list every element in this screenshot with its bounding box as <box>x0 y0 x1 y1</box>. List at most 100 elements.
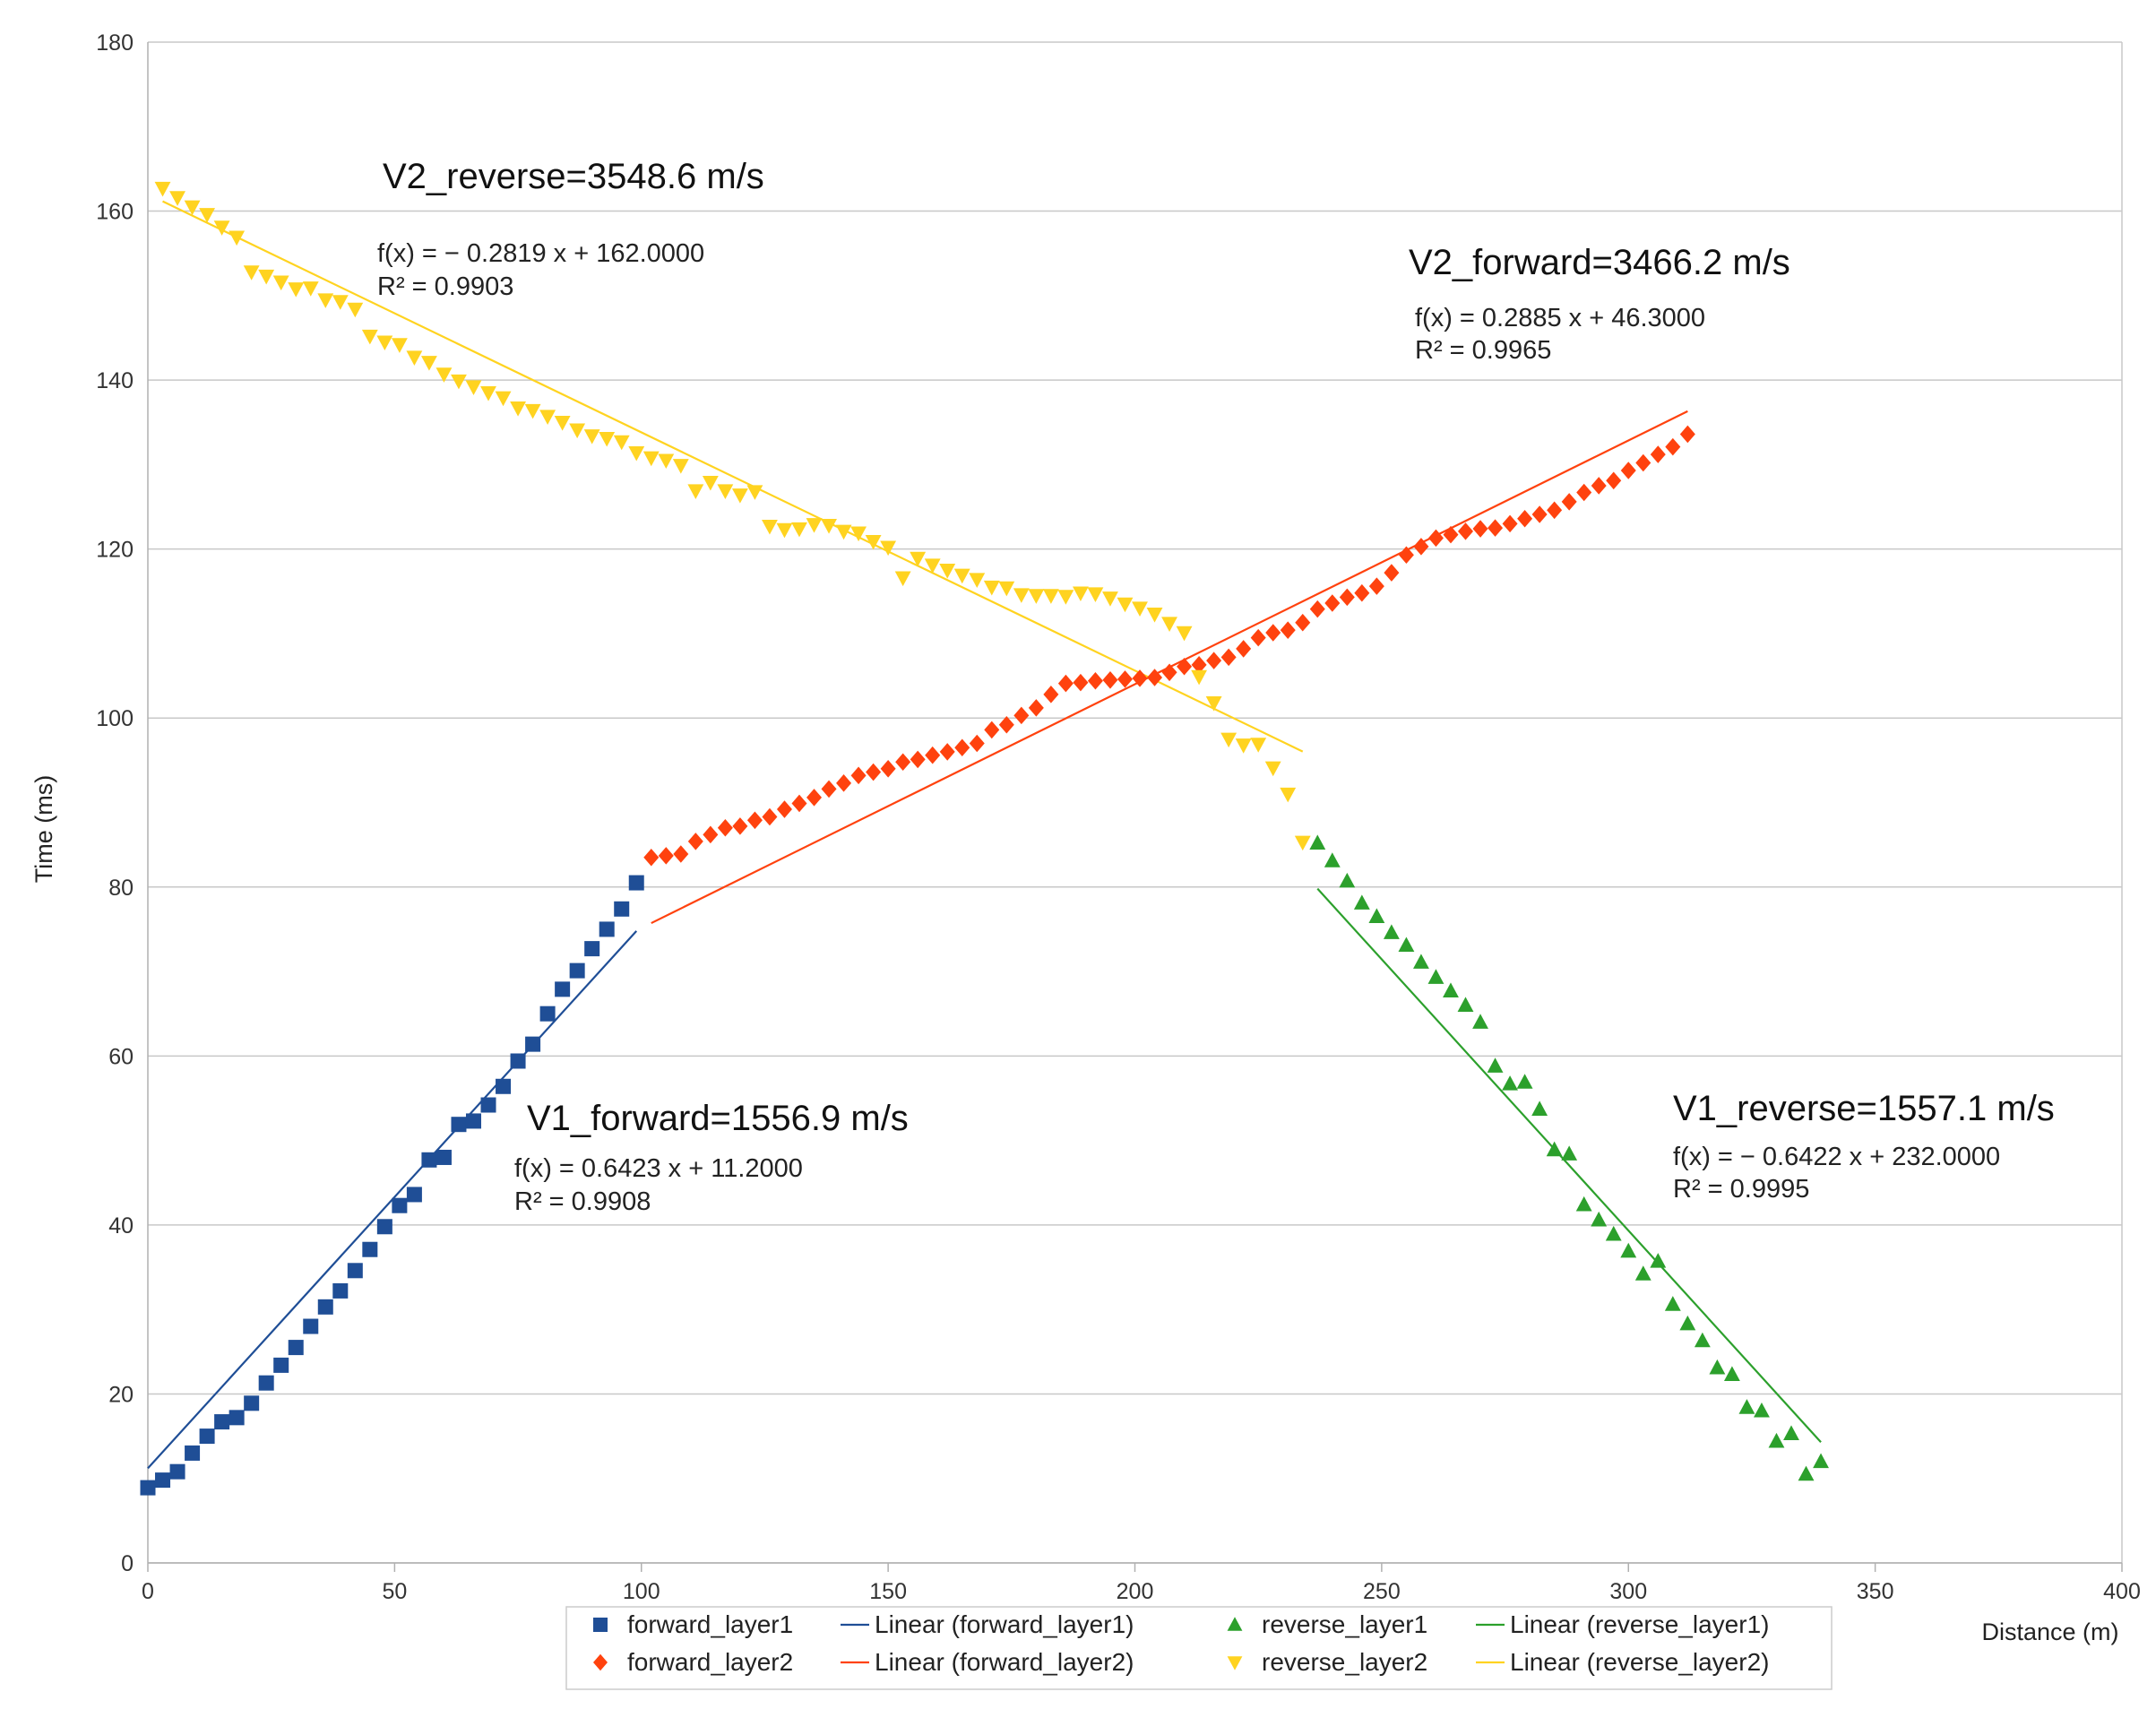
data-point <box>954 738 970 756</box>
data-point <box>258 1375 274 1391</box>
data-point <box>1813 1453 1829 1469</box>
data-point <box>717 819 733 837</box>
data-point <box>272 275 289 291</box>
legend-label: Linear (forward_layer2) <box>875 1648 1134 1676</box>
data-point <box>1398 936 1415 953</box>
data-point <box>732 817 748 835</box>
data-point <box>939 743 955 761</box>
data-point <box>1042 589 1059 604</box>
trendline-linear-reverse-layer1 <box>1316 887 1822 1443</box>
data-point <box>1368 577 1384 595</box>
data-point <box>1650 445 1666 463</box>
data-point <box>1754 1402 1770 1418</box>
y-axis-title: Time (ms) <box>30 775 57 883</box>
data-point <box>983 580 1000 596</box>
data-point <box>1635 453 1651 472</box>
data-point <box>347 1263 363 1279</box>
data-point <box>1072 586 1089 602</box>
data-point <box>1383 924 1400 939</box>
annotation-velocity: V2_forward=3466.2 m/s <box>1409 243 1790 282</box>
data-point <box>850 526 867 542</box>
x-axis-title: Distance (m) <box>1981 1618 2118 1645</box>
data-point <box>1472 1014 1488 1029</box>
data-point <box>1264 761 1281 777</box>
data-point <box>658 847 674 865</box>
y-tick-label: 120 <box>96 538 134 563</box>
data-point <box>1161 663 1177 682</box>
trendline-linear-reverse-layer2 <box>162 200 1304 753</box>
data-point <box>643 849 660 867</box>
data-point <box>169 1463 185 1480</box>
x-tick-label: 100 <box>623 1579 660 1604</box>
data-point <box>806 789 823 807</box>
data-point <box>880 540 897 557</box>
data-point <box>939 564 956 579</box>
data-point <box>1664 1296 1681 1311</box>
legend-label: reverse_layer1 <box>1262 1610 1427 1638</box>
data-point <box>451 374 467 390</box>
data-point <box>1177 657 1193 676</box>
legend-item-linear-reverse-layer1: Linear (reverse_layer1) <box>1476 1610 1769 1638</box>
legend-item-linear-forward-layer2: Linear (forward_layer2) <box>841 1648 1134 1676</box>
data-point <box>1620 1242 1637 1258</box>
data-point <box>1561 1145 1578 1161</box>
data-point <box>184 200 201 216</box>
data-point <box>806 518 823 533</box>
legend-item-linear-reverse-layer2: Linear (reverse_layer2) <box>1476 1648 1769 1676</box>
data-point <box>1516 1074 1533 1089</box>
data-point <box>288 282 305 298</box>
data-point <box>762 519 778 535</box>
data-point <box>317 293 334 308</box>
y-tick-label: 20 <box>108 1382 134 1407</box>
y-tick-label: 140 <box>96 368 134 393</box>
data-point <box>185 1445 201 1461</box>
data-point <box>1561 493 1577 511</box>
y-tick-label: 180 <box>96 30 134 56</box>
data-point <box>273 1357 289 1373</box>
annotation-v2-forward: V2_forward=3466.2 m/s f(x) = 0.2885 x + … <box>1409 243 1790 365</box>
data-point <box>1576 483 1592 502</box>
data-point <box>362 1241 378 1257</box>
y-tick-label: 160 <box>96 200 134 225</box>
data-point <box>1339 588 1355 607</box>
data-point <box>1517 509 1533 528</box>
annotation-v1-forward: V1_forward=1556.9 m/s f(x) = 0.6423 x + … <box>514 1099 909 1216</box>
data-point <box>1220 732 1238 748</box>
data-point <box>406 1187 422 1203</box>
data-point <box>969 734 985 753</box>
data-point <box>1591 1211 1608 1227</box>
data-point <box>376 1219 392 1235</box>
data-point <box>258 269 275 285</box>
data-point <box>1220 648 1237 667</box>
series-reverse-layer1 <box>1309 834 1829 1481</box>
data-point <box>1250 628 1266 647</box>
data-point <box>303 1318 319 1334</box>
data-point <box>583 429 600 445</box>
data-point <box>1028 589 1045 604</box>
data-point <box>1235 738 1252 754</box>
legend-label: forward_layer2 <box>627 1648 793 1676</box>
data-point <box>1117 597 1134 613</box>
data-point <box>1502 1075 1518 1091</box>
data-point <box>1339 872 1356 888</box>
data-point <box>1295 613 1311 632</box>
data-point <box>1502 514 1518 533</box>
data-point <box>1488 519 1504 537</box>
data-point <box>924 558 941 574</box>
data-point <box>154 181 171 197</box>
data-point <box>969 573 986 588</box>
data-point <box>1413 538 1429 556</box>
legend-label: reverse_layer2 <box>1262 1648 1427 1676</box>
data-point <box>1368 908 1385 923</box>
data-point <box>288 1340 304 1356</box>
series-forward-layer1 <box>140 875 644 1496</box>
annotations: V2_reverse=3548.6 m/s f(x) = − 0.2819 x … <box>377 157 2055 1216</box>
data-point <box>229 230 246 246</box>
data-point <box>332 295 349 310</box>
data-point <box>821 519 837 534</box>
legend-swatch <box>593 1618 608 1632</box>
data-point <box>1191 669 1208 686</box>
data-point <box>199 1428 215 1445</box>
data-point <box>1487 1057 1504 1073</box>
